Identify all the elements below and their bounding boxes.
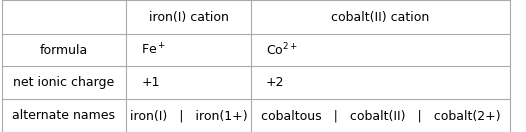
Text: Fe$^+$: Fe$^+$	[141, 43, 167, 58]
Text: formula: formula	[40, 44, 88, 57]
Text: alternate names: alternate names	[13, 109, 115, 122]
Text: Co$^{2+}$: Co$^{2+}$	[266, 42, 298, 58]
Text: iron(I) cation: iron(I) cation	[148, 11, 228, 24]
Text: +2: +2	[266, 76, 285, 89]
Text: +1: +1	[141, 76, 160, 89]
Text: iron(I)   |   iron(1+): iron(I) | iron(1+)	[129, 109, 247, 122]
Text: cobaltous   |   cobalt(II)   |   cobalt(2+): cobaltous | cobalt(II) | cobalt(2+)	[261, 109, 500, 122]
Text: cobalt(II) cation: cobalt(II) cation	[331, 11, 430, 24]
Text: net ionic charge: net ionic charge	[13, 76, 115, 89]
